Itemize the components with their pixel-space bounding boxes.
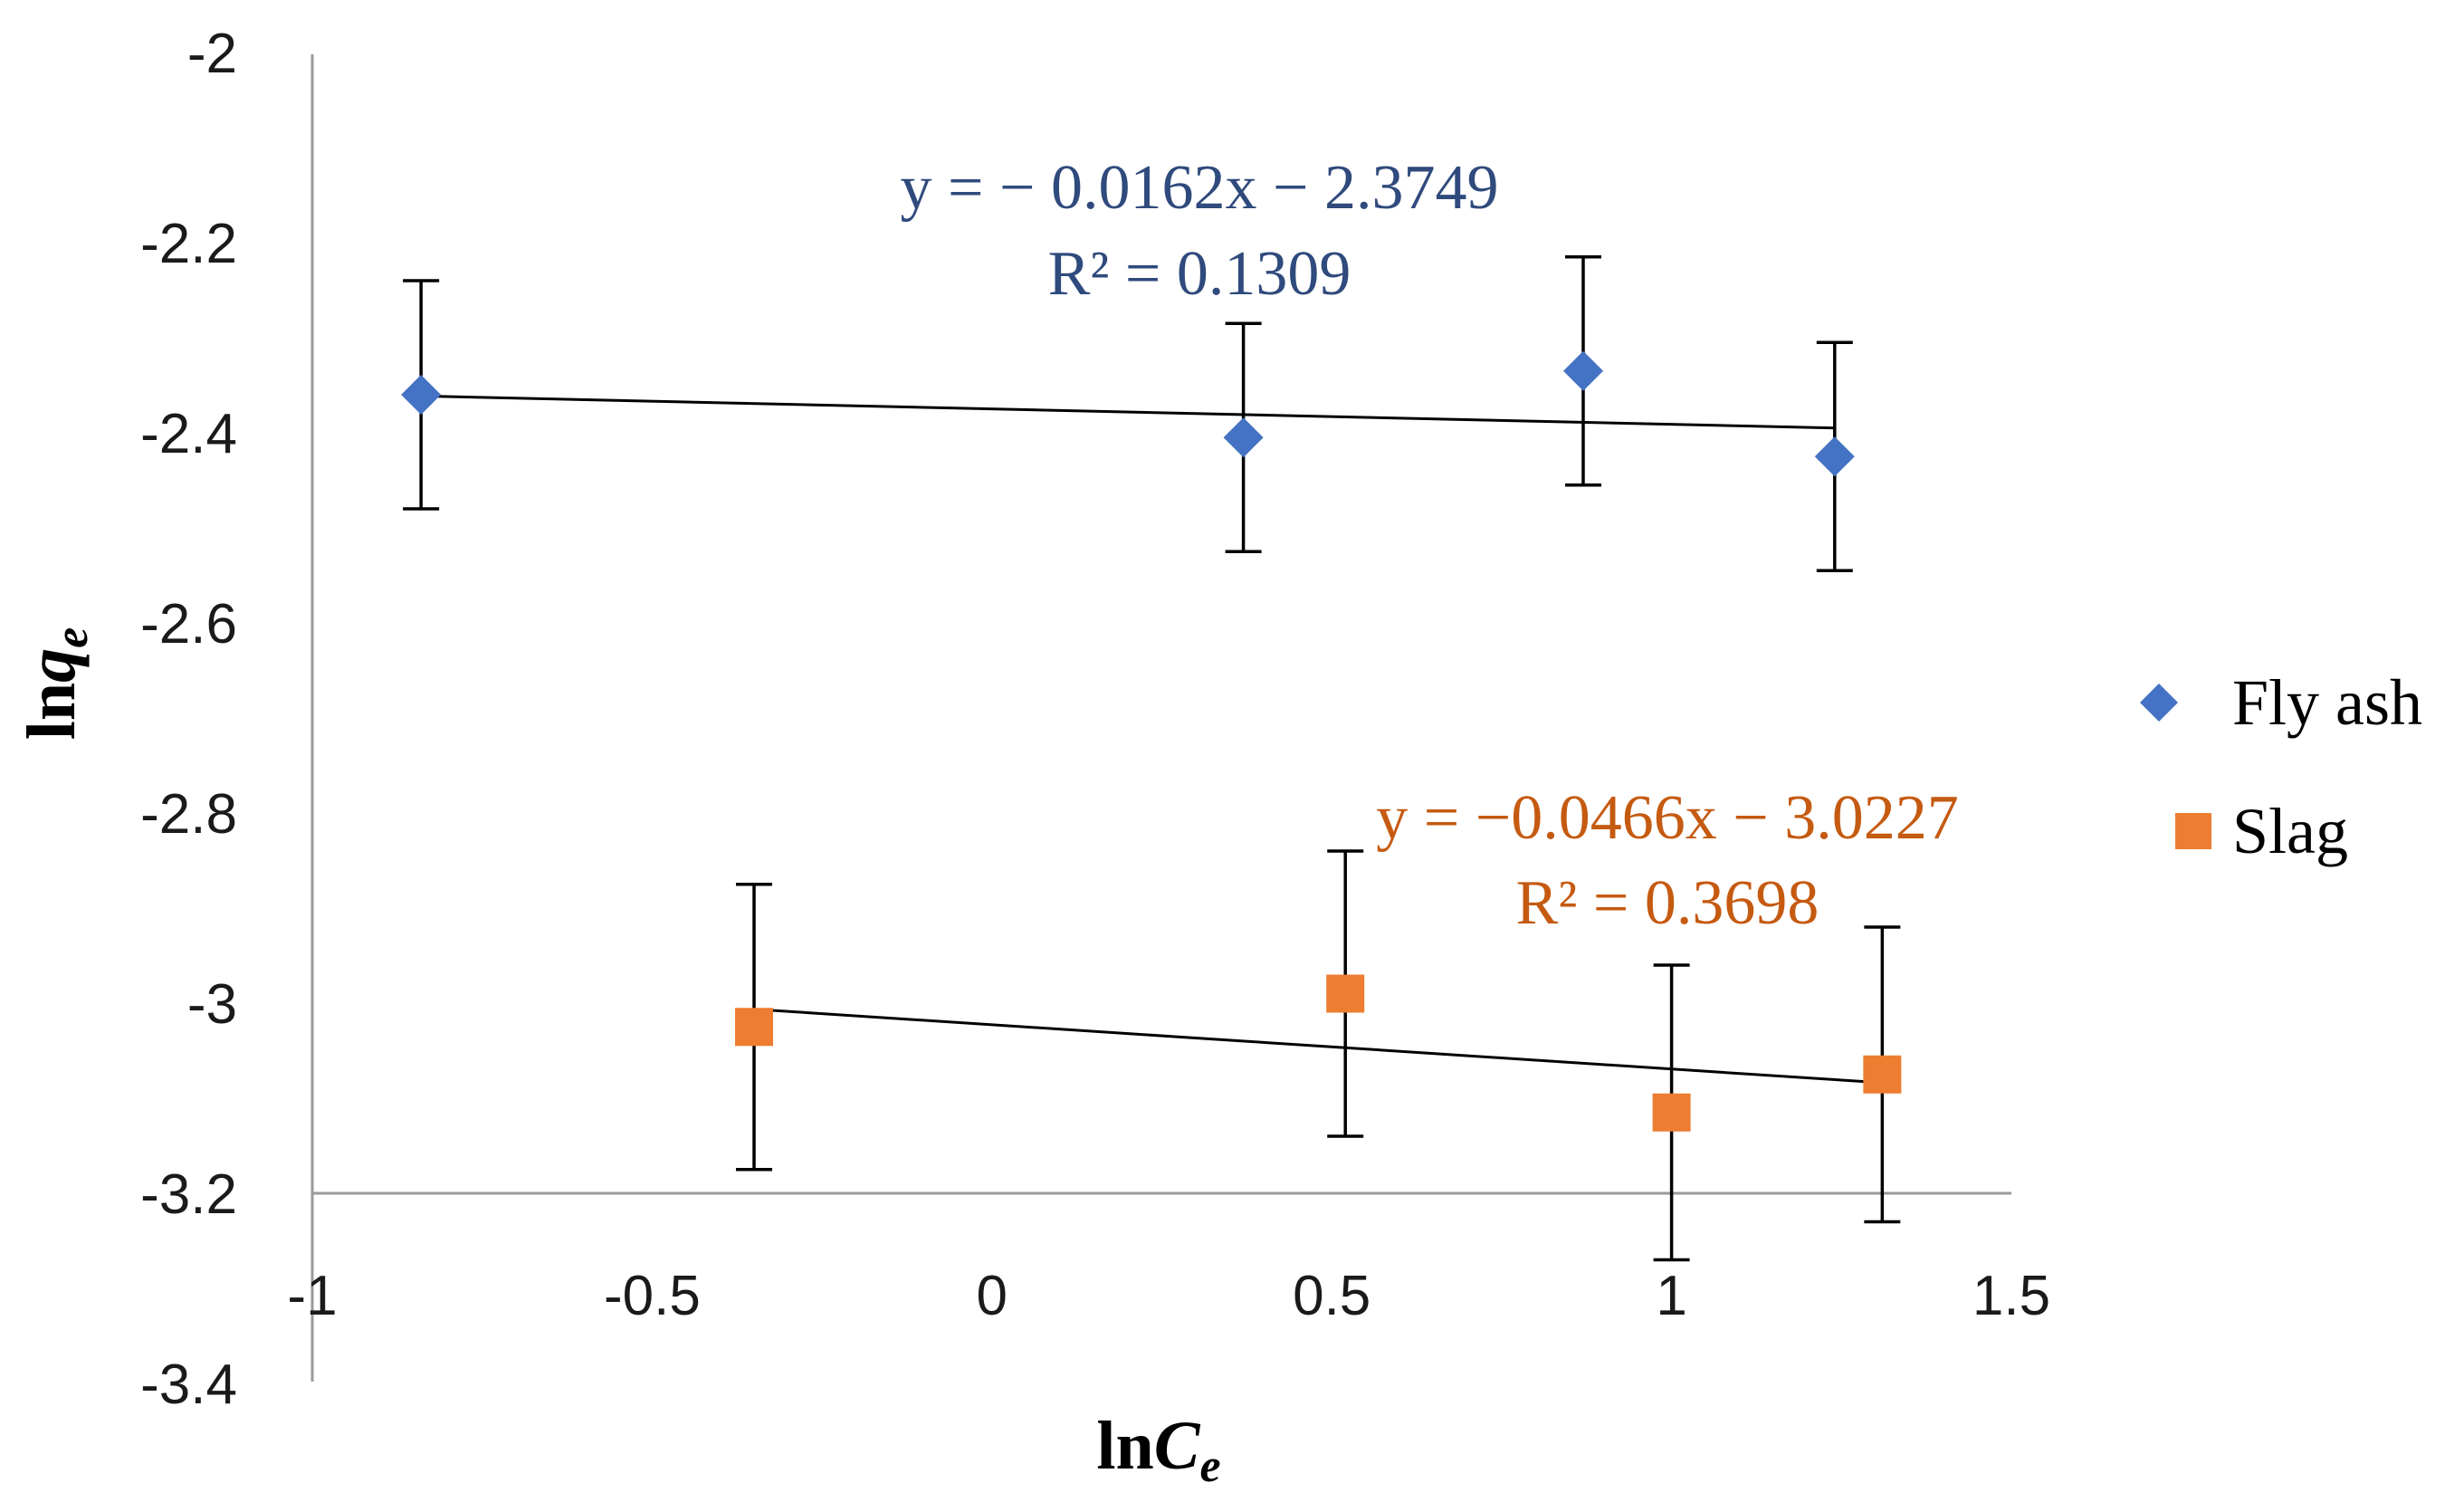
legend-item-slag: Slag [2175,795,2348,867]
x-tick-label: 0 [977,1265,1008,1327]
slag-equation-line2: R² = 0.3698 [1516,868,1819,938]
y-tick-label: -2.2 [140,213,237,275]
slag-equation: y = −0.0466x − 3.0227 R² = 0.3698 [1376,783,1958,938]
fly-ash-data-point [1223,417,1264,458]
slag-equation-line1: y = −0.0466x − 3.0227 [1376,783,1958,853]
y-tick-label: -2.6 [140,593,237,655]
slag-data-point [1863,1055,1902,1094]
slag-trendline [753,1008,1883,1085]
x-tick-label: 1 [1656,1265,1686,1327]
slag-data-point [1652,1093,1691,1132]
y-tick-label: -3 [187,973,237,1036]
legend-label-slag: Slag [2232,795,2348,867]
tick-labels: -2 -2.2 -2.4 -2.6 -2.8 -3 -3.2 -3.4 -1 -0.5 0 0.5 1 1… [140,23,2050,1416]
fly-ash-equation-line2: R² = 0.1309 [1048,239,1351,309]
fly-ash-data-point [1814,436,1855,477]
slag-data-point [1326,974,1365,1013]
fly-ash-data-point [1562,350,1603,391]
legend-label-fly-ash: Fly ash [2232,666,2422,739]
y-tick-label: -2 [187,23,237,85]
legend: Fly ash Slag [2140,666,2422,867]
axes [310,54,2011,1382]
x-tick-label: -1 [287,1265,337,1327]
legend-diamond-icon [2140,684,2178,722]
y-tick-label: -3.4 [140,1354,237,1416]
data-markers [401,350,1902,1132]
y-tick-label: -2.4 [140,403,237,465]
y-tick-label: -3.2 [140,1163,237,1226]
x-tick-label: 0.5 [1293,1265,1370,1327]
fly-ash-trendline [421,394,1835,430]
x-tick-label: 1.5 [1972,1265,2050,1327]
legend-square-icon [2175,813,2211,849]
trendlines [421,394,1883,1085]
y-axis-title: lnqe [14,627,98,740]
fly-ash-data-point [401,375,442,415]
legend-item-fly-ash: Fly ash [2140,666,2422,739]
x-axis-title: lnCe [1096,1408,1220,1492]
x-tick-label: -0.5 [604,1265,701,1327]
slag-data-point [735,1008,774,1047]
y-tick-label: -2.8 [140,783,237,846]
fly-ash-equation: y = − 0.0162x − 2.3749 R² = 0.1309 [901,153,1499,309]
fly-ash-equation-line1: y = − 0.0162x − 2.3749 [901,153,1499,223]
